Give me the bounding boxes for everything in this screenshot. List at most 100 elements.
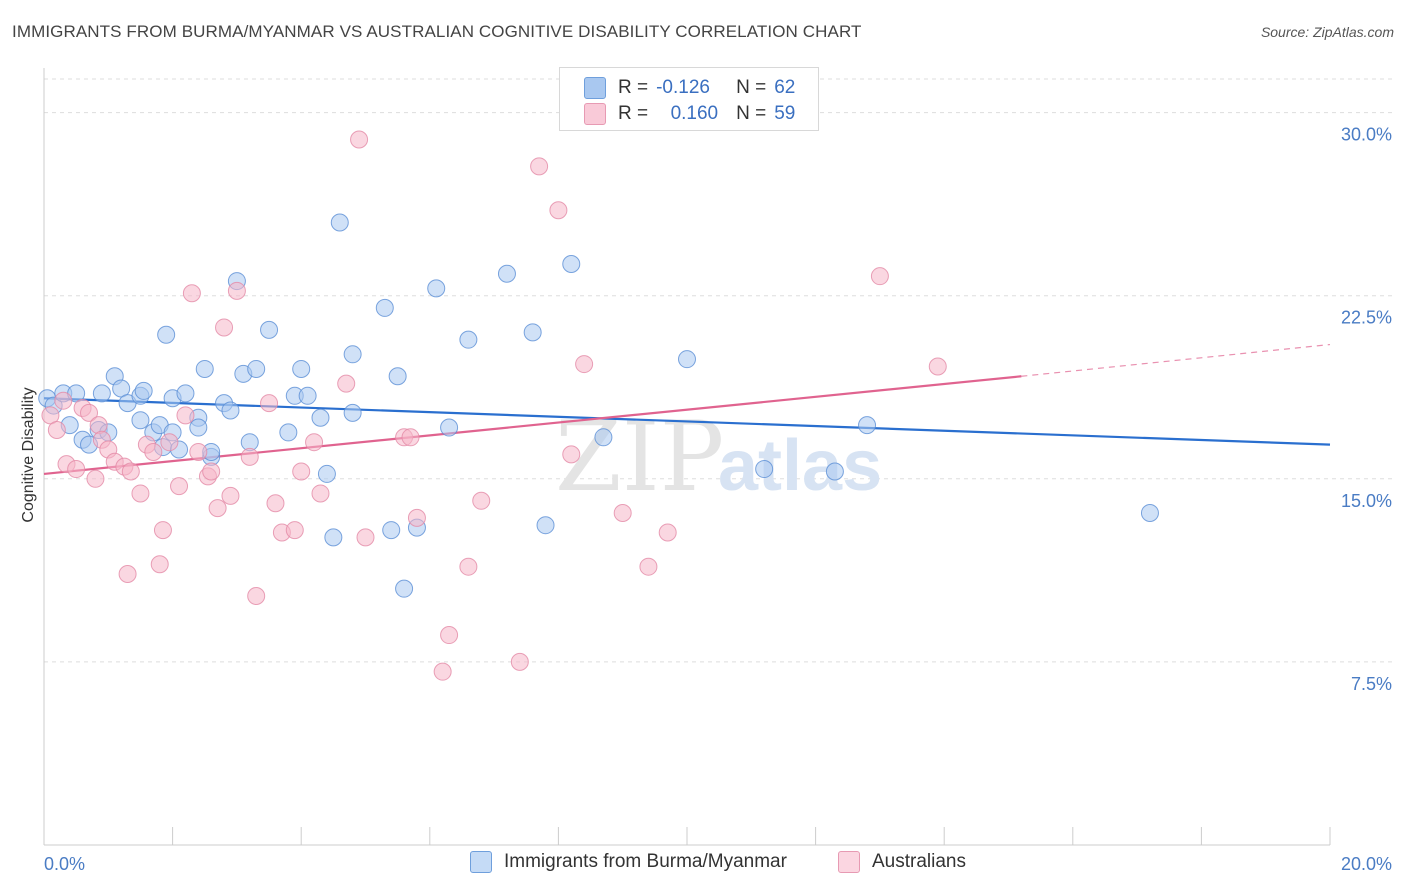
data-point xyxy=(536,516,555,535)
x-tick-label: 20.0% xyxy=(1341,854,1392,874)
data-point xyxy=(678,350,696,369)
data-point xyxy=(317,464,336,483)
data-point xyxy=(928,357,947,376)
data-point xyxy=(870,267,889,286)
source-label: Source: ZipAtlas.com xyxy=(1260,24,1394,40)
data-point xyxy=(89,416,108,435)
data-point xyxy=(427,279,446,298)
data-point xyxy=(639,557,658,576)
legend-r-value: 0.160 xyxy=(670,103,719,124)
data-point xyxy=(260,394,279,413)
data-point xyxy=(1140,503,1159,522)
trend-line-australians-extension xyxy=(1021,343,1331,377)
series-legend: Immigrants from Burma/Myanmar Australian… xyxy=(0,851,1406,877)
data-point xyxy=(343,345,362,364)
series-legend-label: Immigrants from Burma/Myanmar xyxy=(504,851,787,872)
series-australians-points xyxy=(41,130,947,681)
data-point xyxy=(118,565,137,584)
data-point xyxy=(182,284,201,303)
data-point xyxy=(202,462,221,481)
data-point xyxy=(562,254,581,273)
legend-r-label: R = xyxy=(618,103,649,124)
data-point xyxy=(240,447,259,466)
data-point xyxy=(86,469,105,488)
data-point xyxy=(292,359,311,378)
data-point xyxy=(311,408,330,427)
series-legend-australians[interactable]: Australians xyxy=(838,851,966,873)
data-point xyxy=(54,391,73,410)
data-point xyxy=(562,445,581,464)
legend-r-label: R = xyxy=(618,77,649,98)
series-swatch-australians xyxy=(838,851,860,873)
data-point xyxy=(382,521,401,540)
data-point xyxy=(324,528,343,547)
data-point xyxy=(227,281,246,300)
data-point xyxy=(375,298,394,317)
data-point xyxy=(388,367,407,386)
y-tick-label: 7.5% xyxy=(1351,674,1392,694)
data-point xyxy=(157,325,176,344)
data-point xyxy=(575,355,594,374)
data-point xyxy=(131,484,150,503)
data-point xyxy=(176,384,195,403)
data-point xyxy=(395,579,414,598)
data-point xyxy=(433,662,452,681)
axis-layer xyxy=(43,68,1331,846)
data-point xyxy=(350,130,369,149)
data-point xyxy=(221,486,240,505)
data-point xyxy=(337,374,356,393)
series-legend-label: Australians xyxy=(872,851,966,872)
data-point xyxy=(523,323,542,342)
data-point xyxy=(80,403,99,422)
data-point xyxy=(858,416,877,435)
data-points xyxy=(38,130,1159,681)
legend-n-label: N = xyxy=(736,77,767,98)
data-point xyxy=(208,499,227,518)
data-point xyxy=(247,359,266,378)
trend-line-burma xyxy=(43,397,1331,446)
data-point xyxy=(549,201,568,220)
y-tick-label: 22.5% xyxy=(1341,308,1392,328)
data-point xyxy=(170,477,189,496)
watermark-atlas: atlas xyxy=(718,426,882,506)
data-point xyxy=(292,462,311,481)
data-point xyxy=(266,494,285,513)
legend-n-value: 62 xyxy=(774,77,796,98)
data-point xyxy=(356,528,375,547)
data-point xyxy=(755,460,774,479)
legend-swatch-burma xyxy=(584,77,606,99)
data-point xyxy=(153,521,172,540)
x-tick-label: 0.0% xyxy=(44,854,85,874)
data-point xyxy=(134,381,153,400)
data-point xyxy=(440,418,459,437)
legend-r-value: -0.126 xyxy=(656,77,710,98)
data-point xyxy=(343,403,362,422)
series-burma-points xyxy=(38,213,1159,598)
chart-title: IMMIGRANTS FROM BURMA/MYANMAR VS AUSTRAL… xyxy=(12,22,862,41)
data-point xyxy=(189,418,208,437)
data-point xyxy=(658,523,677,542)
data-point xyxy=(189,442,208,461)
legend-swatch-australians xyxy=(584,103,606,125)
data-point xyxy=(221,401,240,420)
legend-n-value: 59 xyxy=(774,103,796,124)
data-point xyxy=(330,213,349,232)
data-point xyxy=(260,320,279,339)
tick-labels: 7.5% 15.0% 22.5% 30.0% 0.0% 20.0% xyxy=(44,125,1392,874)
data-point xyxy=(121,462,140,481)
legend-row-burma: R = -0.126 N = 62 xyxy=(584,76,795,100)
data-point xyxy=(407,508,426,527)
y-tick-label: 30.0% xyxy=(1341,125,1392,145)
data-point xyxy=(298,386,317,405)
y-axis-title: Cognitive Disability xyxy=(20,387,37,522)
data-point xyxy=(195,359,214,378)
data-point xyxy=(47,420,66,439)
legend-n-label: N = xyxy=(736,103,767,124)
correlation-legend: R = -0.126 N = 62 R = 0.160 N = 59 xyxy=(559,67,819,131)
series-swatch-burma xyxy=(470,851,492,873)
series-legend-burma[interactable]: Immigrants from Burma/Myanmar xyxy=(470,851,787,873)
data-point xyxy=(150,555,169,574)
data-point xyxy=(459,330,478,349)
data-point xyxy=(440,626,459,645)
